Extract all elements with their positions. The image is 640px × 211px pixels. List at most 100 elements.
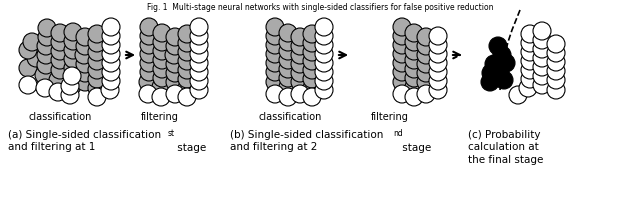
Circle shape — [38, 19, 56, 37]
Circle shape — [279, 33, 297, 51]
Circle shape — [393, 45, 411, 63]
Circle shape — [190, 81, 208, 99]
Circle shape — [315, 54, 333, 72]
Circle shape — [315, 81, 333, 99]
Circle shape — [497, 54, 515, 72]
Circle shape — [429, 63, 447, 81]
Text: (b) Single-sided classification
and filtering at 2: (b) Single-sided classification and filt… — [230, 130, 383, 152]
Circle shape — [315, 63, 333, 81]
Circle shape — [76, 28, 94, 46]
Circle shape — [51, 51, 69, 69]
Circle shape — [266, 85, 284, 103]
Circle shape — [23, 33, 41, 51]
Circle shape — [27, 49, 45, 67]
Text: classification: classification — [28, 112, 92, 122]
Circle shape — [547, 35, 565, 53]
Circle shape — [303, 61, 321, 79]
Circle shape — [405, 24, 423, 42]
Circle shape — [102, 18, 120, 36]
Circle shape — [485, 55, 503, 73]
Circle shape — [291, 73, 309, 91]
Circle shape — [178, 43, 196, 61]
Circle shape — [315, 72, 333, 90]
Circle shape — [279, 69, 297, 87]
Circle shape — [547, 71, 565, 89]
Circle shape — [139, 73, 157, 91]
Circle shape — [88, 43, 106, 61]
Circle shape — [76, 64, 94, 82]
Circle shape — [140, 63, 158, 81]
Circle shape — [64, 59, 82, 77]
Circle shape — [49, 71, 67, 89]
Circle shape — [88, 61, 106, 79]
Circle shape — [139, 85, 157, 103]
Circle shape — [153, 33, 171, 51]
Circle shape — [153, 51, 171, 69]
Text: stage: stage — [399, 143, 431, 153]
Circle shape — [190, 72, 208, 90]
Circle shape — [481, 73, 499, 91]
Circle shape — [76, 73, 94, 91]
Circle shape — [266, 73, 284, 91]
Circle shape — [405, 60, 423, 78]
Circle shape — [153, 60, 171, 78]
Circle shape — [166, 37, 184, 55]
Circle shape — [393, 27, 411, 45]
Circle shape — [493, 46, 511, 64]
Text: Fig. 1  Multi-stage neural networks with single-sided classifiers for false posi: Fig. 1 Multi-stage neural networks with … — [147, 3, 493, 12]
Circle shape — [533, 22, 551, 40]
Circle shape — [547, 81, 565, 99]
Circle shape — [166, 28, 184, 46]
Circle shape — [405, 78, 423, 96]
Circle shape — [178, 25, 196, 43]
Circle shape — [190, 27, 208, 45]
Circle shape — [429, 72, 447, 90]
Circle shape — [417, 85, 435, 103]
Circle shape — [51, 61, 69, 79]
Circle shape — [533, 40, 551, 58]
Circle shape — [547, 53, 565, 71]
Circle shape — [37, 37, 55, 55]
Circle shape — [521, 52, 539, 70]
Circle shape — [178, 34, 196, 52]
Circle shape — [102, 72, 120, 90]
Circle shape — [190, 63, 208, 81]
Circle shape — [279, 78, 297, 96]
Circle shape — [153, 69, 171, 87]
Circle shape — [533, 76, 551, 94]
Text: nd: nd — [393, 129, 403, 138]
Circle shape — [266, 63, 284, 81]
Circle shape — [279, 60, 297, 78]
Circle shape — [417, 37, 435, 55]
Circle shape — [37, 56, 55, 74]
Circle shape — [19, 41, 37, 59]
Circle shape — [166, 85, 184, 103]
Circle shape — [291, 55, 309, 73]
Circle shape — [291, 37, 309, 55]
Circle shape — [61, 77, 79, 95]
Circle shape — [153, 42, 171, 60]
Circle shape — [429, 81, 447, 99]
Circle shape — [190, 54, 208, 72]
Circle shape — [51, 42, 69, 60]
Circle shape — [491, 63, 509, 81]
Circle shape — [166, 55, 184, 73]
Text: (c) Probability
calculation at
the final stage: (c) Probability calculation at the final… — [468, 130, 543, 165]
Circle shape — [495, 71, 513, 89]
Circle shape — [315, 45, 333, 63]
Circle shape — [178, 61, 196, 79]
Text: filtering: filtering — [371, 112, 409, 122]
Circle shape — [165, 46, 183, 64]
Circle shape — [315, 27, 333, 45]
Circle shape — [88, 79, 106, 97]
Circle shape — [279, 24, 297, 42]
Circle shape — [102, 54, 120, 72]
Circle shape — [178, 52, 196, 70]
Circle shape — [303, 88, 321, 106]
Circle shape — [102, 36, 120, 54]
Circle shape — [279, 42, 297, 60]
Circle shape — [303, 34, 321, 52]
Circle shape — [489, 37, 507, 55]
Circle shape — [140, 18, 158, 36]
Text: st: st — [168, 129, 175, 138]
